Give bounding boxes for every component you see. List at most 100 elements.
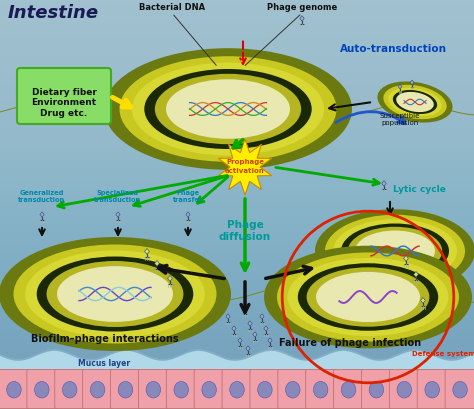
Ellipse shape: [287, 258, 448, 336]
Polygon shape: [414, 272, 419, 278]
Polygon shape: [238, 338, 242, 343]
Ellipse shape: [341, 224, 449, 279]
Polygon shape: [186, 212, 190, 218]
FancyBboxPatch shape: [445, 370, 474, 409]
Ellipse shape: [313, 382, 328, 398]
Ellipse shape: [316, 272, 420, 322]
Ellipse shape: [7, 382, 21, 398]
Ellipse shape: [453, 382, 467, 398]
Ellipse shape: [0, 237, 231, 351]
Polygon shape: [243, 306, 247, 311]
Ellipse shape: [36, 257, 193, 332]
Text: Dietary fiber
Environment
Drug etc.: Dietary fiber Environment Drug etc.: [31, 88, 97, 117]
Ellipse shape: [174, 382, 189, 398]
FancyBboxPatch shape: [166, 370, 196, 409]
Polygon shape: [232, 326, 236, 331]
FancyBboxPatch shape: [138, 370, 168, 409]
FancyBboxPatch shape: [250, 370, 280, 409]
Text: Generalized
transduction: Generalized transduction: [18, 189, 65, 202]
Ellipse shape: [369, 382, 383, 398]
Ellipse shape: [57, 266, 173, 322]
Text: Phage
transfer: Phage transfer: [173, 189, 203, 202]
Polygon shape: [410, 81, 414, 86]
Polygon shape: [226, 314, 230, 319]
Polygon shape: [168, 276, 173, 282]
Ellipse shape: [146, 382, 161, 398]
FancyBboxPatch shape: [334, 370, 364, 409]
Polygon shape: [268, 338, 272, 343]
Text: Lytic cycle: Lytic cycle: [393, 184, 446, 193]
Ellipse shape: [298, 264, 438, 331]
Text: Biofilm–phage interactions: Biofilm–phage interactions: [31, 333, 179, 343]
Ellipse shape: [202, 382, 216, 398]
Ellipse shape: [285, 382, 300, 398]
FancyBboxPatch shape: [194, 370, 224, 409]
FancyBboxPatch shape: [17, 69, 111, 125]
Ellipse shape: [315, 210, 474, 293]
Ellipse shape: [264, 246, 472, 348]
Text: Failure of phage infection: Failure of phage infection: [279, 337, 421, 347]
Polygon shape: [145, 249, 149, 255]
Polygon shape: [382, 181, 386, 187]
FancyBboxPatch shape: [82, 370, 112, 409]
FancyBboxPatch shape: [222, 370, 252, 409]
Ellipse shape: [132, 63, 324, 156]
Ellipse shape: [258, 382, 272, 398]
Text: Intestine: Intestine: [8, 4, 99, 22]
Text: Phage genome: Phage genome: [267, 3, 337, 12]
Text: Susceptible
population: Susceptible population: [380, 113, 420, 126]
FancyBboxPatch shape: [0, 370, 29, 409]
Ellipse shape: [396, 93, 434, 113]
Polygon shape: [260, 314, 264, 319]
Polygon shape: [253, 332, 257, 337]
Ellipse shape: [91, 382, 105, 398]
FancyBboxPatch shape: [417, 370, 447, 409]
Ellipse shape: [355, 231, 435, 272]
Text: Defense systems: Defense systems: [412, 350, 474, 356]
Text: Auto-transduction: Auto-transduction: [340, 44, 447, 54]
Ellipse shape: [307, 267, 429, 327]
Text: Phage
diffusion: Phage diffusion: [219, 220, 271, 241]
Ellipse shape: [230, 382, 244, 398]
Ellipse shape: [118, 382, 133, 398]
Ellipse shape: [63, 382, 77, 398]
Ellipse shape: [35, 382, 49, 398]
Ellipse shape: [341, 382, 356, 398]
Ellipse shape: [277, 253, 459, 342]
Polygon shape: [420, 298, 425, 303]
FancyBboxPatch shape: [389, 370, 419, 409]
Polygon shape: [219, 139, 272, 196]
Ellipse shape: [388, 88, 442, 117]
Ellipse shape: [104, 49, 352, 171]
FancyBboxPatch shape: [278, 370, 308, 409]
Polygon shape: [264, 326, 268, 331]
Ellipse shape: [13, 245, 217, 344]
FancyBboxPatch shape: [110, 370, 140, 409]
Ellipse shape: [348, 227, 442, 276]
Polygon shape: [155, 261, 159, 267]
Ellipse shape: [425, 382, 439, 398]
Polygon shape: [398, 85, 402, 90]
Ellipse shape: [144, 70, 312, 150]
Ellipse shape: [119, 57, 337, 162]
Ellipse shape: [155, 74, 301, 145]
Text: Mucus layer: Mucus layer: [78, 358, 130, 367]
Polygon shape: [248, 321, 252, 326]
FancyBboxPatch shape: [306, 370, 336, 409]
Text: Bacterial DNA: Bacterial DNA: [139, 3, 205, 12]
Text: Prophage: Prophage: [226, 159, 264, 164]
Ellipse shape: [166, 80, 290, 139]
Polygon shape: [300, 17, 304, 22]
Polygon shape: [246, 346, 250, 351]
Ellipse shape: [333, 220, 457, 283]
Ellipse shape: [393, 91, 437, 115]
FancyBboxPatch shape: [362, 370, 392, 409]
FancyBboxPatch shape: [27, 370, 57, 409]
Text: Specialized
transduction: Specialized transduction: [94, 189, 142, 202]
Ellipse shape: [383, 85, 447, 120]
Ellipse shape: [397, 382, 411, 398]
Polygon shape: [40, 212, 44, 218]
Text: activation: activation: [225, 168, 265, 173]
FancyBboxPatch shape: [55, 370, 85, 409]
Ellipse shape: [377, 82, 453, 123]
